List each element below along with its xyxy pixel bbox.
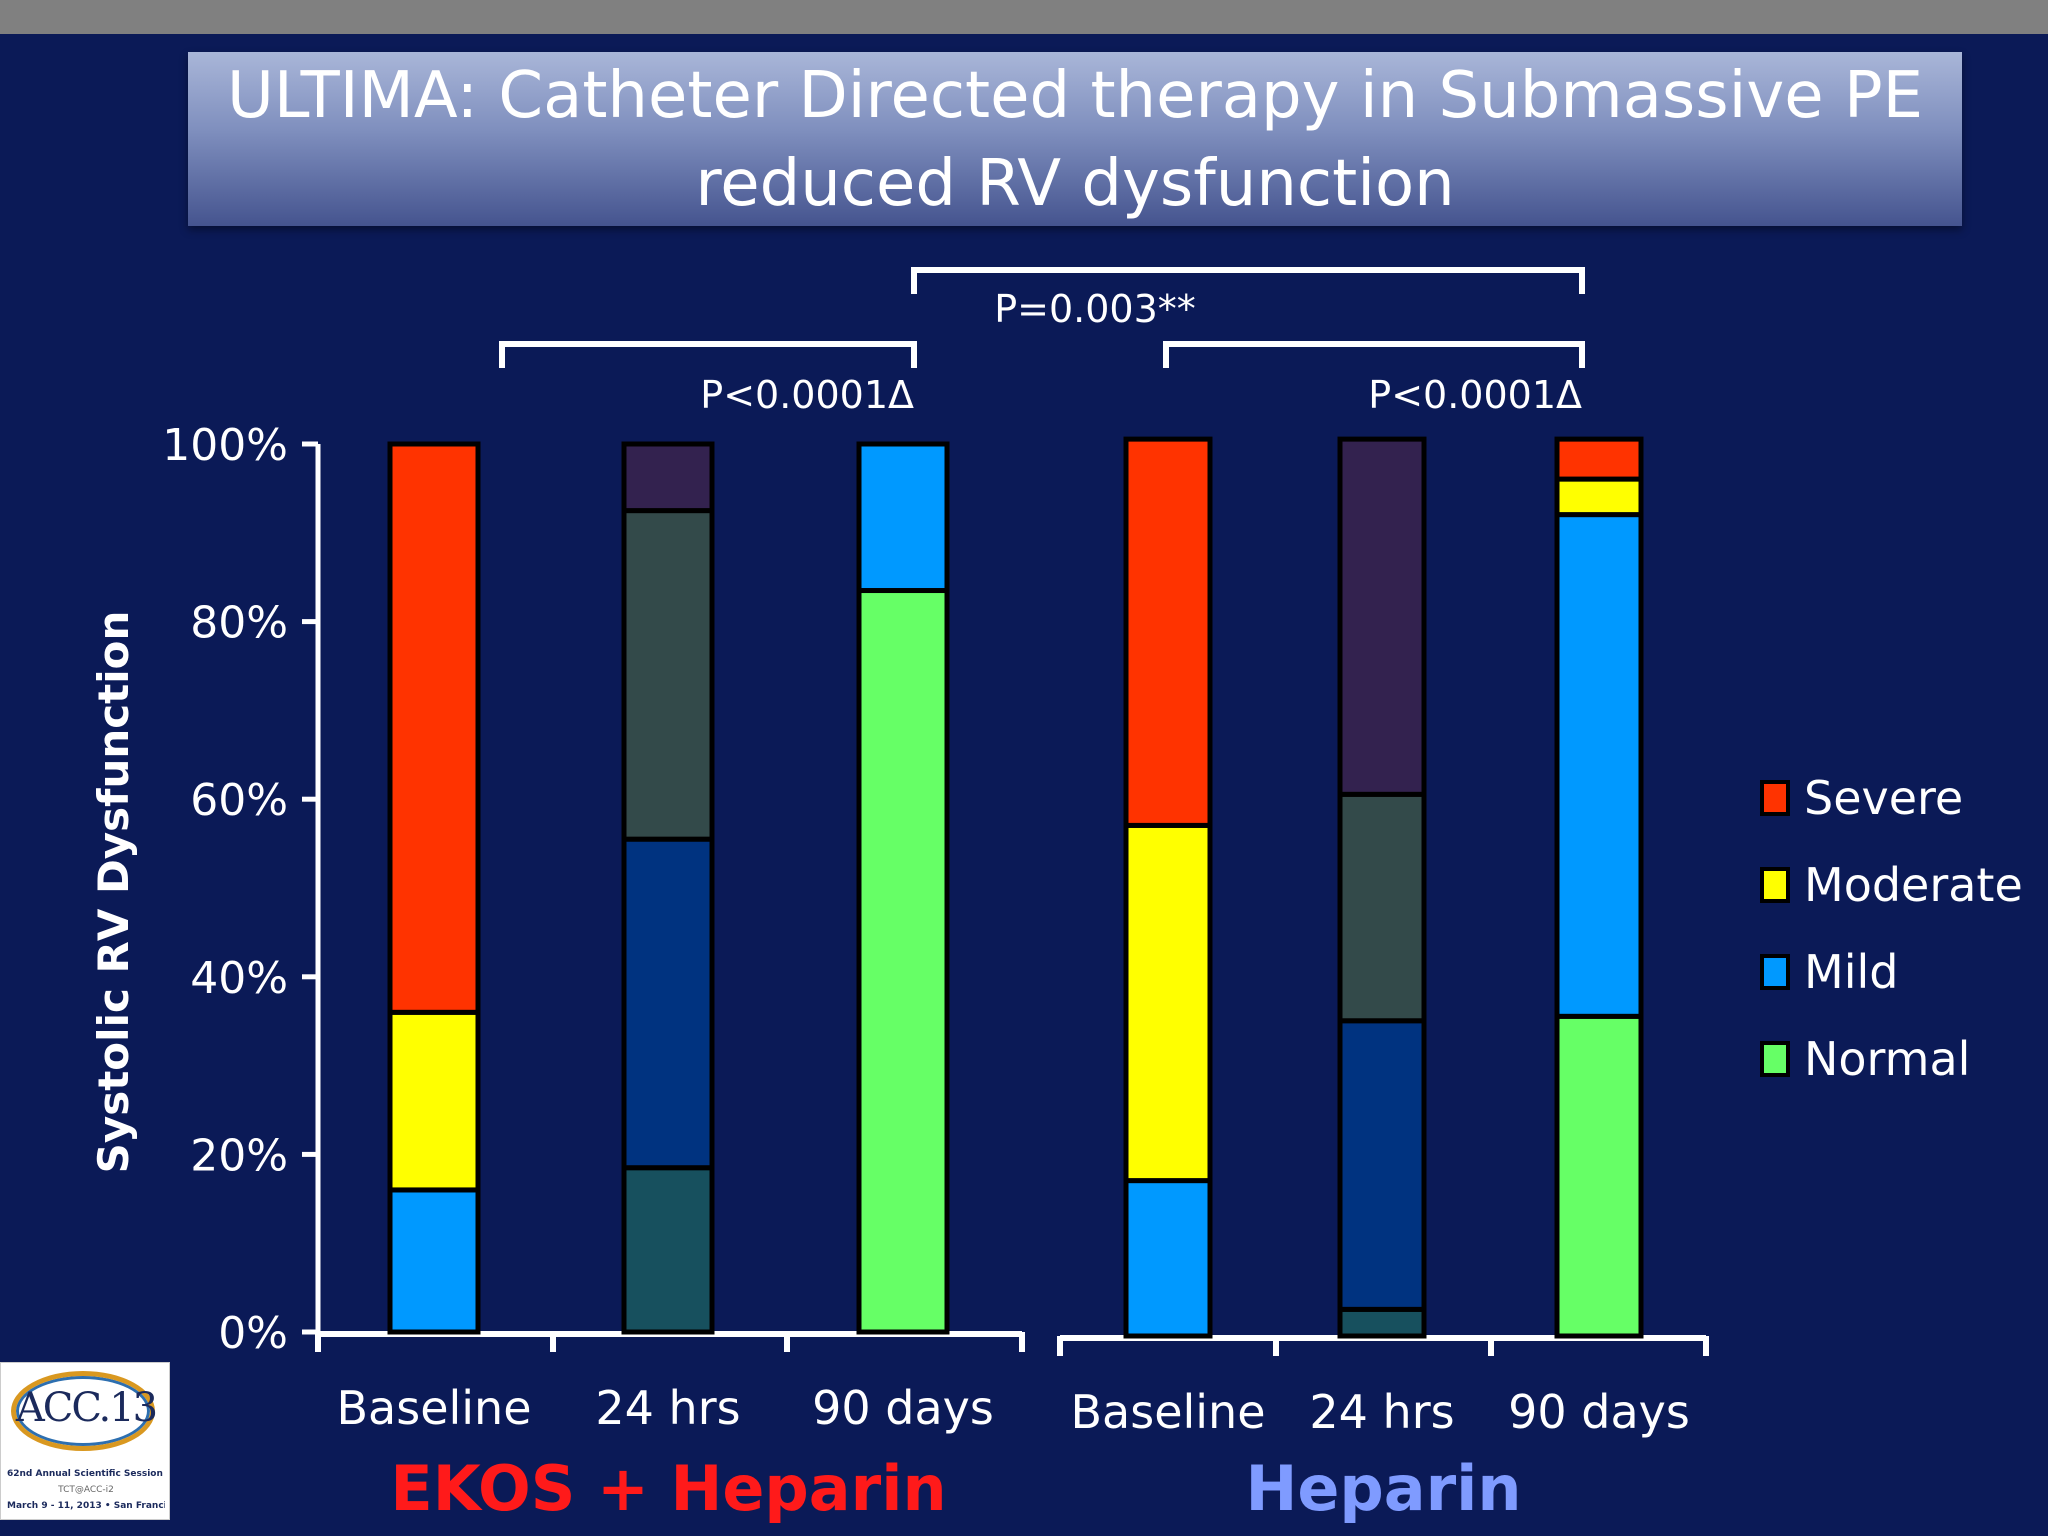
bar-segment — [387, 1009, 481, 1193]
bar-segment — [387, 1187, 481, 1335]
y-tick-label: 20% — [190, 1130, 288, 1181]
logo-line-2: TCT@ACC-i2 — [58, 1485, 114, 1495]
legend-label: Severe — [1804, 771, 1963, 825]
significance-label: P=0.003** — [994, 287, 1196, 331]
significance-label: P<0.0001Δ — [700, 373, 914, 417]
logo-ring — [11, 1371, 155, 1451]
bar-segment — [1337, 1306, 1427, 1339]
significance-bracket — [1163, 341, 1585, 368]
bar-segment — [1554, 476, 1644, 518]
logo-line-3: March 9 - 11, 2013 • San Francisco — [7, 1501, 165, 1511]
legend-swatch — [1760, 867, 1790, 903]
bar-segment — [1554, 512, 1644, 1019]
acc13-logo: ACC.13 62nd Annual Scientific Session & … — [0, 1362, 170, 1520]
legend-swatch — [1760, 780, 1790, 816]
title-line-1: ULTIMA: Catheter Directed therapy in Sub… — [226, 59, 1924, 133]
legend-label: Normal — [1804, 1032, 1970, 1086]
bar-segment — [1337, 791, 1427, 1024]
top-bar — [0, 0, 2048, 34]
y-tick-label: 100% — [162, 420, 288, 471]
x-category-label: 24 hrs — [1309, 1385, 1454, 1439]
bar-segment — [1554, 436, 1644, 482]
legend-swatch — [1760, 954, 1790, 990]
legend-label: Mild — [1804, 945, 1898, 999]
significance-bracket — [911, 267, 1585, 294]
bar-segment — [1554, 1013, 1644, 1339]
bar-segment — [856, 588, 950, 1335]
y-tick-label: 80% — [190, 598, 288, 649]
bar-segment — [621, 1165, 715, 1335]
legend-label: Moderate — [1804, 858, 2023, 912]
bar-segment — [621, 836, 715, 1171]
bar-segment — [1337, 436, 1427, 797]
group-name-label: EKOS + Heparin — [390, 1452, 946, 1525]
bar-segment — [621, 441, 715, 514]
bar-segment — [387, 441, 481, 1015]
y-tick-label: 40% — [190, 953, 288, 1004]
x-category-label: 90 days — [812, 1381, 994, 1435]
significance-bracket — [499, 341, 917, 368]
logo-name: ACC.13 — [15, 1385, 158, 1431]
x-category-label: Baseline — [336, 1381, 531, 1435]
legend-swatch — [1760, 1041, 1790, 1077]
x-category-label: 24 hrs — [595, 1381, 740, 1435]
slide-title: ULTIMA: Catheter Directed therapy in Sub… — [188, 52, 1962, 226]
significance-label: P<0.0001Δ — [1368, 373, 1582, 417]
bar-segment — [621, 508, 715, 842]
title-line-2: reduced RV dysfunction — [695, 147, 1455, 221]
y-tick-label: 60% — [190, 775, 288, 826]
bar-segment — [856, 441, 950, 594]
bar-segment — [1337, 1018, 1427, 1312]
bar-segment — [1123, 436, 1213, 828]
y-tick-label: 0% — [218, 1308, 288, 1359]
x-category-label: Baseline — [1070, 1385, 1265, 1439]
bar-segment — [1123, 1178, 1213, 1339]
group-name-label: Heparin — [1245, 1452, 1521, 1525]
bar-segment — [1123, 822, 1213, 1184]
y-axis-title: Systolic RV Dysfunction — [89, 611, 138, 1174]
x-category-label: 90 days — [1508, 1385, 1690, 1439]
logo-line-1: 62nd Annual Scientific Session & Expo — [7, 1469, 165, 1479]
